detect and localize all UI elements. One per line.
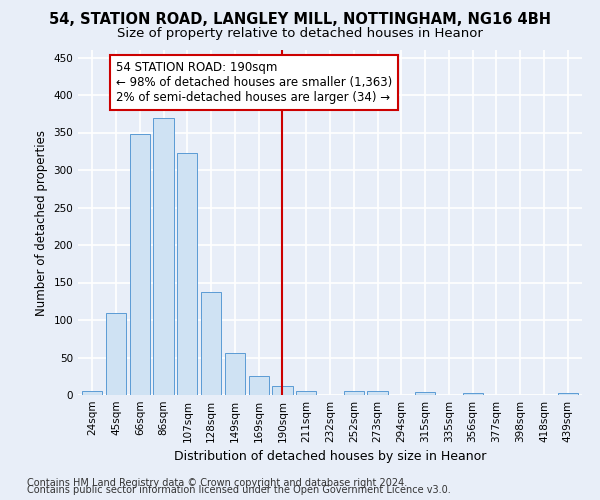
- Bar: [248, 376, 269, 395]
- Bar: [82, 391, 103, 395]
- Text: Contains HM Land Registry data © Crown copyright and database right 2024.: Contains HM Land Registry data © Crown c…: [27, 478, 407, 488]
- Bar: [344, 390, 364, 395]
- Bar: [201, 292, 221, 395]
- Bar: [463, 393, 483, 395]
- Bar: [272, 386, 293, 395]
- Text: 54 STATION ROAD: 190sqm
← 98% of detached houses are smaller (1,363)
2% of semi-: 54 STATION ROAD: 190sqm ← 98% of detache…: [116, 61, 392, 104]
- Text: 54, STATION ROAD, LANGLEY MILL, NOTTINGHAM, NG16 4BH: 54, STATION ROAD, LANGLEY MILL, NOTTINGH…: [49, 12, 551, 28]
- Bar: [296, 391, 316, 395]
- Bar: [106, 312, 126, 395]
- Bar: [130, 134, 150, 395]
- Bar: [177, 153, 197, 395]
- X-axis label: Distribution of detached houses by size in Heanor: Distribution of detached houses by size …: [174, 450, 486, 464]
- Bar: [557, 393, 578, 395]
- Text: Contains public sector information licensed under the Open Government Licence v3: Contains public sector information licen…: [27, 485, 451, 495]
- Bar: [154, 118, 173, 395]
- Bar: [225, 353, 245, 395]
- Y-axis label: Number of detached properties: Number of detached properties: [35, 130, 48, 316]
- Bar: [415, 392, 435, 395]
- Bar: [367, 390, 388, 395]
- Text: Size of property relative to detached houses in Heanor: Size of property relative to detached ho…: [117, 28, 483, 40]
